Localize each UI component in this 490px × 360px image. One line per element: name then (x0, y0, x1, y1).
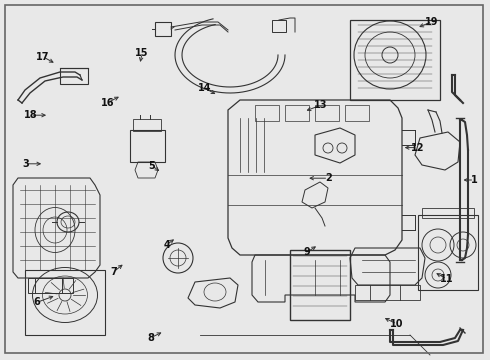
Bar (155, 22, 171, 36)
Bar (290, 250, 350, 320)
Text: 16: 16 (101, 98, 115, 108)
Bar (130, 130, 165, 162)
Text: 5: 5 (148, 161, 155, 171)
Text: 10: 10 (390, 319, 404, 329)
Text: 7: 7 (110, 267, 117, 277)
Text: 8: 8 (147, 333, 154, 343)
Text: 17: 17 (36, 52, 50, 62)
Text: 2: 2 (325, 173, 332, 183)
Text: 12: 12 (411, 143, 424, 153)
Bar (285, 105, 309, 121)
Text: 11: 11 (440, 274, 454, 284)
Text: 3: 3 (22, 159, 29, 169)
Bar (418, 215, 478, 290)
Text: 9: 9 (304, 247, 311, 257)
Text: 14: 14 (198, 83, 212, 93)
Bar (133, 119, 161, 131)
Text: 1: 1 (471, 175, 478, 185)
Bar (355, 285, 420, 300)
Text: 6: 6 (33, 297, 40, 307)
Bar (350, 20, 440, 100)
Bar (25, 270, 105, 335)
Bar (422, 208, 474, 218)
Bar (272, 20, 286, 32)
Text: 19: 19 (425, 17, 439, 27)
Text: 4: 4 (163, 240, 170, 250)
Text: 13: 13 (314, 100, 328, 110)
Text: 18: 18 (24, 110, 37, 120)
Bar (315, 105, 339, 121)
Text: 15: 15 (135, 48, 149, 58)
Bar (345, 105, 369, 121)
Bar (60, 68, 88, 84)
Bar (255, 105, 279, 121)
Bar (28, 278, 73, 293)
